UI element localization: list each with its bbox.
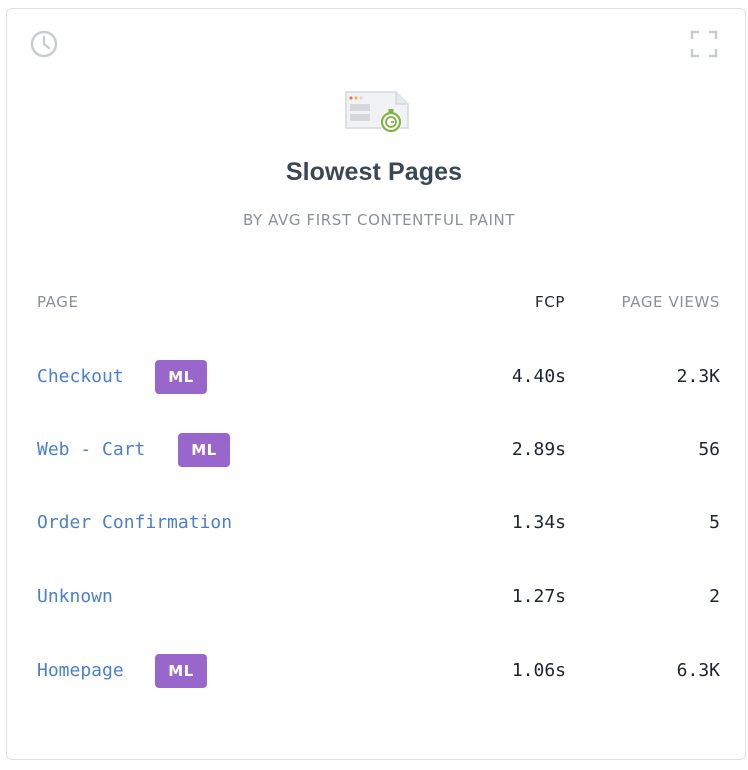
widget-subtitle: BY AVG FIRST CONTENTFUL PAINT	[242, 211, 516, 229]
fcp-value: 4.40s	[511, 366, 566, 387]
page-link[interactable]: Order Confirmation	[37, 512, 233, 533]
slowest-pages-card	[6, 8, 746, 760]
table-row: Checkout ML 4.40s 2.3K	[0, 360, 748, 400]
page-views-value: 5	[709, 512, 720, 533]
page-link[interactable]: Web - Cart	[37, 439, 146, 460]
fcp-value: 2.89s	[511, 439, 566, 460]
browser-stopwatch-icon	[345, 91, 409, 133]
fcp-value: 1.27s	[511, 586, 566, 607]
page-views-value: 2.3K	[676, 366, 720, 387]
page-views-value: 2	[709, 586, 720, 607]
ml-badge: ML	[155, 654, 207, 688]
widget-title: Slowest Pages	[285, 158, 463, 186]
table-row: Web - Cart ML 2.89s 56	[0, 433, 748, 473]
page-link[interactable]: Checkout	[37, 366, 124, 387]
column-header-fcp[interactable]: FCP	[535, 293, 565, 311]
table-row: Homepage ML 1.06s 6.3K	[0, 654, 748, 694]
page-views-value: 6.3K	[676, 660, 720, 681]
page-views-value: 56	[698, 439, 720, 460]
ml-badge: ML	[155, 360, 207, 394]
page-link[interactable]: Unknown	[37, 586, 113, 607]
ml-badge: ML	[178, 433, 230, 467]
fcp-value: 1.06s	[511, 660, 566, 681]
column-header-page-views[interactable]: PAGE VIEWS	[621, 293, 720, 311]
table-row: Order Confirmation 1.34s 5	[0, 506, 748, 546]
expand-icon[interactable]	[690, 30, 718, 58]
clock-icon[interactable]	[30, 30, 58, 58]
page-link[interactable]: Homepage	[37, 660, 124, 681]
column-header-page: PAGE	[37, 293, 79, 311]
fcp-value: 1.34s	[511, 512, 566, 533]
table-row: Unknown 1.27s 2	[0, 580, 748, 620]
